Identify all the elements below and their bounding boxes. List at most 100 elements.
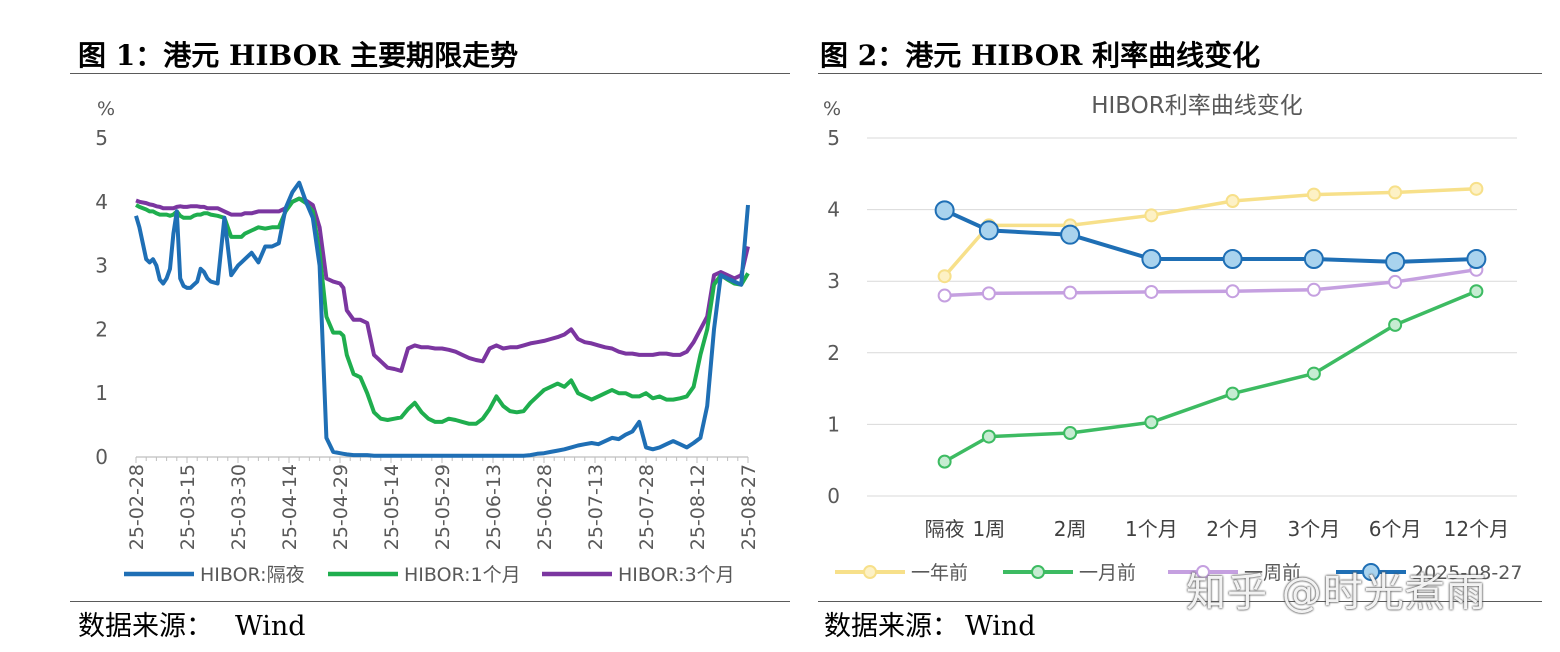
legend-marker (1362, 563, 1380, 581)
figure-1-title: 图 1：港元 HIBOR 主要期限走势 (78, 39, 519, 72)
data-point (1225, 194, 1240, 209)
data-point (1306, 187, 1321, 202)
y-unit-label: % (97, 98, 115, 120)
legend-marker (863, 565, 877, 579)
x-tick-label: 25-03-30 (228, 464, 250, 550)
data-point (1306, 366, 1321, 381)
figure-2-title: 图 2：港元 HIBOR 利率曲线变化 (820, 39, 1261, 72)
legend-label: HIBOR:3个月 (618, 564, 735, 586)
x-tick-label: 25-03-15 (177, 464, 199, 550)
data-point (1388, 317, 1403, 332)
data-point (937, 269, 952, 284)
data-point (1385, 251, 1406, 272)
x-category-label: 2周 (1054, 517, 1087, 541)
series-line (943, 289, 1478, 464)
y-tick-label: 3 (95, 254, 108, 278)
data-point (981, 429, 996, 444)
chart-title: HIBOR利率曲线变化 (1091, 93, 1303, 119)
y-tick-label: 4 (95, 190, 108, 214)
x-category-label: 6个月 (1369, 517, 1422, 541)
data-point (1466, 249, 1487, 270)
y-tick-label: 5 (827, 126, 840, 150)
y-tick-label: 5 (95, 126, 108, 150)
data-point (1225, 284, 1240, 299)
data-point (1303, 249, 1324, 270)
legend-label: HIBOR:隔夜 (200, 564, 305, 586)
x-tick-label: 25-08-27 (738, 464, 760, 550)
data-point (937, 288, 952, 303)
x-tick-label: 25-07-13 (585, 464, 607, 550)
y-tick-label: 2 (827, 341, 840, 365)
legend-label: 一周前 (1244, 562, 1301, 584)
legend-label: 一月前 (1079, 562, 1136, 584)
y-unit-label: % (823, 98, 841, 120)
data-point (1063, 425, 1078, 440)
data-point (978, 220, 999, 241)
data-point (937, 454, 952, 469)
series-line (943, 187, 1477, 278)
x-category-label: 3个月 (1288, 517, 1341, 541)
y-tick-label: 3 (827, 269, 840, 293)
hibor-curve-chart: HIBOR利率曲线变化% 0 1 2 3 4 5 隔夜 1周 2周 1个月 2个月 3个月 6个月 12个月… (823, 93, 1522, 584)
left-top-rule (70, 73, 790, 74)
source-label: 数据来源： (824, 611, 959, 642)
data-point (1222, 249, 1243, 270)
x-tick-label: 25-07-28 (636, 464, 658, 550)
x-tick-label: 25-06-28 (534, 464, 556, 550)
data-point (1469, 181, 1484, 196)
x-tick-label: 25-04-14 (279, 464, 301, 550)
source-value: Wind (235, 611, 306, 642)
series-line-1m (135, 196, 750, 426)
legend-label: 一年前 (911, 562, 968, 584)
right-top-rule (818, 73, 1542, 74)
x-tick-label: 25-05-29 (432, 464, 454, 550)
x-tick-label: 25-08-12 (687, 464, 709, 550)
x-category-label: 12个月 (1444, 517, 1509, 541)
x-category-label: 1个月 (1125, 517, 1178, 541)
data-point (1388, 274, 1403, 289)
y-tick-label: 1 (827, 412, 840, 436)
data-point (1144, 208, 1159, 223)
y-tick-label: 0 (827, 484, 840, 508)
x-tick-label: 25-02-28 (126, 464, 148, 550)
data-point (1141, 249, 1162, 270)
figure-2-source: 数据来源： Wind (824, 604, 1036, 643)
data-point (934, 200, 955, 221)
legend-label: HIBOR:1个月 (404, 564, 521, 586)
x-tick-label: 25-05-14 (381, 464, 403, 550)
source-value: Wind (965, 611, 1036, 642)
data-point (1144, 415, 1159, 430)
data-point (1306, 282, 1321, 297)
legend-label: 2025-08-27 (1412, 562, 1522, 584)
series-line (943, 208, 1477, 264)
y-tick-label: 4 (827, 198, 840, 222)
x-category-label: 2个月 (1206, 517, 1259, 541)
x-category-label: 1周 (973, 517, 1006, 541)
series-line-3m (135, 196, 750, 373)
legend-marker (1196, 565, 1210, 579)
data-point (1469, 284, 1484, 299)
y-tick-label: 1 (95, 381, 108, 405)
data-point (1063, 285, 1078, 300)
data-point (1225, 386, 1240, 401)
x-tick-label: 25-04-29 (330, 464, 352, 550)
right-bottom-rule (818, 601, 1542, 602)
left-bottom-rule (70, 601, 790, 602)
data-point (1144, 284, 1159, 299)
data-point (981, 286, 996, 301)
x-tick-label: 25-06-13 (483, 464, 505, 550)
y-tick-label: 0 (95, 445, 108, 469)
source-label: 数据来源： (78, 611, 213, 642)
right-figure: 图 2：港元 HIBOR 利率曲线变化 HIBOR利率曲线变化% 0 1 2 3 4 5 隔夜… (790, 0, 1560, 652)
hibor-trend-chart: % 0 1 2 3 4 5 25-02-28 25-03-15 25-03-30 25-04-14 2… (95, 98, 760, 586)
left-figure: 图 1：港元 HIBOR 主要期限走势 % 0 1 2 3 4 5 25-02-28 25-03… (78, 39, 760, 643)
x-category-label: 隔夜 (925, 517, 965, 541)
y-tick-label: 2 (95, 317, 108, 341)
figure-1-source: 数据来源： Wind (78, 604, 306, 643)
legend-marker (1031, 565, 1045, 579)
series-line-overnight (134, 180, 750, 458)
data-point (1388, 185, 1403, 200)
data-point (1060, 224, 1081, 245)
series-line (944, 267, 1477, 298)
watermark: 知乎 @时光煮雨 (1186, 570, 1487, 616)
